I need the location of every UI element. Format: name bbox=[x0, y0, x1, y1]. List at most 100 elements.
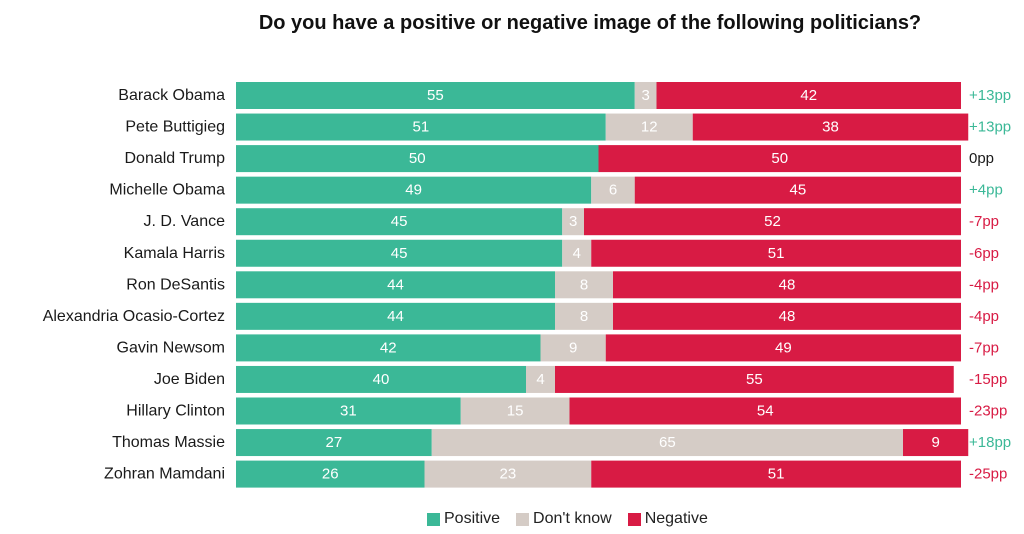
data-label: 52 bbox=[764, 213, 781, 230]
data-label: 3 bbox=[641, 87, 649, 104]
net-label: 0pp bbox=[969, 150, 994, 167]
bar-segment-positive bbox=[236, 145, 599, 173]
category-label: Hillary Clinton bbox=[126, 403, 225, 420]
net-label: -7pp bbox=[969, 213, 999, 230]
category-label: Kamala Harris bbox=[124, 245, 225, 262]
category-label: Alexandria Ocasio-Cortez bbox=[43, 308, 225, 325]
bar-segment-don-t-know bbox=[460, 397, 570, 425]
bar-segment-don-t-know bbox=[591, 176, 635, 204]
data-label: 6 bbox=[609, 182, 617, 199]
bar-segment-positive bbox=[236, 460, 425, 488]
legend-item: Negative bbox=[627, 510, 708, 528]
net-label: +13pp bbox=[969, 119, 1011, 136]
bar-segment-positive bbox=[236, 302, 555, 330]
net-label: +4pp bbox=[969, 182, 1003, 199]
data-label: 48 bbox=[779, 308, 796, 325]
data-label: 23 bbox=[500, 466, 517, 483]
legend-item: Positive bbox=[427, 510, 500, 528]
data-label: 38 bbox=[822, 119, 839, 136]
legend-label: Positive bbox=[444, 510, 501, 527]
data-label: 49 bbox=[405, 182, 422, 199]
bar-segment-don-t-know bbox=[562, 239, 592, 267]
bar-segment-don-t-know bbox=[540, 334, 606, 362]
net-label: +13pp bbox=[969, 87, 1011, 104]
bar-segment-negative bbox=[591, 460, 961, 488]
data-label: 55 bbox=[427, 87, 444, 104]
bar-segment-don-t-know bbox=[555, 302, 613, 330]
bar-segment-negative bbox=[692, 113, 969, 141]
data-label: 51 bbox=[768, 466, 785, 483]
bar-segment-negative bbox=[591, 239, 961, 267]
bar-segment-don-t-know bbox=[555, 271, 613, 299]
category-label: Thomas Massie bbox=[112, 434, 225, 451]
data-label: 45 bbox=[391, 245, 408, 262]
bar-segment-positive bbox=[236, 82, 635, 109]
net-label: -23pp bbox=[969, 403, 1007, 420]
category-label: Gavin Newsom bbox=[117, 339, 225, 356]
bar-segment-positive bbox=[236, 334, 541, 362]
legend-item: Don't know bbox=[516, 510, 612, 528]
data-label: 8 bbox=[580, 308, 588, 325]
net-label: -4pp bbox=[969, 308, 999, 325]
bar-segment-don-t-know bbox=[634, 82, 657, 109]
legend-label: Negative bbox=[644, 510, 708, 527]
bar-segment-negative bbox=[656, 82, 961, 109]
chart-title: Do you have a positive or negative image… bbox=[258, 12, 922, 34]
data-label: 9 bbox=[931, 434, 939, 451]
net-label: -15pp bbox=[969, 371, 1007, 388]
bar-segment-negative bbox=[605, 334, 961, 362]
bar-segment-don-t-know bbox=[431, 429, 903, 457]
data-label: 54 bbox=[757, 403, 774, 420]
bar-segment-don-t-know bbox=[526, 365, 555, 393]
data-label: 65 bbox=[659, 434, 676, 451]
legend-label: Don't know bbox=[533, 510, 612, 527]
data-label: 42 bbox=[380, 339, 397, 356]
bar-segment-positive bbox=[236, 113, 606, 141]
category-label: Joe Biden bbox=[154, 371, 225, 388]
data-label: 4 bbox=[573, 245, 581, 262]
data-label: 51 bbox=[768, 245, 785, 262]
bar-segment-positive bbox=[236, 239, 563, 267]
data-label: 45 bbox=[391, 213, 408, 230]
data-label: 45 bbox=[790, 182, 807, 199]
category-label: Barack Obama bbox=[118, 87, 225, 104]
data-label: 44 bbox=[387, 308, 404, 325]
bar-segment-don-t-know bbox=[562, 208, 584, 236]
data-label: 50 bbox=[771, 150, 788, 167]
bar-segment-negative bbox=[569, 397, 961, 425]
legend-swatch bbox=[516, 512, 530, 526]
bar-segment-negative bbox=[613, 302, 961, 330]
data-label: 51 bbox=[413, 119, 430, 136]
bar-segment-positive bbox=[236, 208, 563, 236]
net-label: -4pp bbox=[969, 276, 999, 293]
net-label: -25pp bbox=[969, 466, 1007, 483]
bar-segment-positive bbox=[236, 271, 555, 299]
data-label: 48 bbox=[779, 276, 796, 293]
bar-segment-negative bbox=[555, 365, 954, 393]
category-label: Donald Trump bbox=[125, 150, 226, 167]
bar-segment-negative bbox=[613, 271, 961, 299]
data-label: 8 bbox=[580, 276, 588, 293]
data-label: 27 bbox=[326, 434, 343, 451]
data-label: 31 bbox=[340, 403, 357, 420]
data-label: 3 bbox=[569, 213, 577, 230]
data-label: 55 bbox=[746, 371, 763, 388]
category-label: Ron DeSantis bbox=[126, 276, 225, 293]
data-label: 44 bbox=[387, 276, 404, 293]
data-label: 49 bbox=[775, 339, 792, 356]
bar-segment-negative bbox=[598, 145, 961, 173]
bar-segment-don-t-know bbox=[424, 460, 592, 488]
bar-segment-don-t-know bbox=[605, 113, 693, 141]
bar-segment-positive bbox=[236, 176, 592, 204]
data-label: 26 bbox=[322, 466, 339, 483]
category-label: Michelle Obama bbox=[109, 182, 225, 199]
bar-segment-positive bbox=[236, 397, 461, 425]
legend-swatch bbox=[427, 512, 440, 526]
category-label: Pete Buttigieg bbox=[125, 119, 225, 136]
data-label: 15 bbox=[507, 403, 524, 420]
data-label: 4 bbox=[536, 371, 544, 388]
data-label: 42 bbox=[800, 87, 817, 104]
net-label: -7pp bbox=[969, 339, 999, 356]
data-label: 12 bbox=[641, 119, 658, 136]
